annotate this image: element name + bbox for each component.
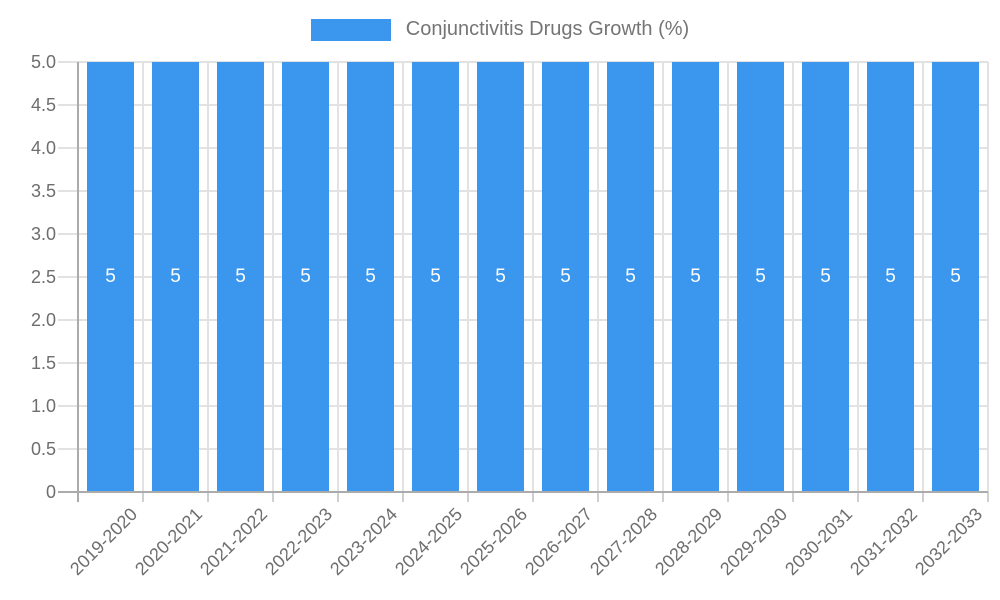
chart-legend[interactable]: Conjunctivitis Drugs Growth (%) (0, 18, 1000, 41)
x-axis-tickmark (142, 492, 144, 502)
x-axis-tickmark (987, 492, 989, 502)
legend-swatch (310, 18, 391, 41)
x-axis-tickmark (922, 492, 924, 502)
x-gridline (467, 62, 469, 492)
bar-2028-2029[interactable]: 5 (672, 62, 719, 492)
bar-2031-2032[interactable]: 5 (867, 62, 914, 492)
x-axis-line (58, 491, 988, 493)
bar-value-label: 5 (430, 266, 441, 287)
x-gridline (727, 62, 729, 492)
bar-value-label: 5 (365, 266, 376, 287)
bar-2024-2025[interactable]: 5 (412, 62, 459, 492)
x-axis-tickmark (402, 492, 404, 502)
bar-2029-2030[interactable]: 5 (737, 62, 784, 492)
x-axis-tickmark (857, 492, 859, 502)
bar-value-label: 5 (690, 266, 701, 287)
bar-value-label: 5 (235, 266, 246, 287)
x-axis-tickmark (727, 492, 729, 502)
bar-value-label: 5 (560, 266, 571, 287)
y-axis-tick-label: 5.0 (30, 52, 56, 72)
y-axis-tick-label: 3.0 (30, 224, 56, 244)
bar-value-label: 5 (755, 266, 766, 287)
bar-2030-2031[interactable]: 5 (802, 62, 849, 492)
bar-value-label: 5 (950, 266, 961, 287)
x-gridline (207, 62, 209, 492)
bar-value-label: 5 (625, 266, 636, 287)
bar-2026-2027[interactable]: 5 (542, 62, 589, 492)
x-gridline (597, 62, 599, 492)
y-axis-tick-label: 4.0 (30, 138, 56, 158)
bar-2032-2033[interactable]: 5 (932, 62, 979, 492)
y-axis-tick-label: 1.0 (30, 396, 56, 416)
x-axis-tickmark (597, 492, 599, 502)
x-gridline (792, 62, 794, 492)
bar-2022-2023[interactable]: 5 (282, 62, 329, 492)
y-axis-line (77, 62, 79, 502)
y-axis-tick-label: 0 (45, 482, 56, 502)
bar-value-label: 5 (885, 266, 896, 287)
bar-2025-2026[interactable]: 5 (477, 62, 524, 492)
x-gridline (272, 62, 274, 492)
x-gridline (142, 62, 144, 492)
x-axis-tickmark (792, 492, 794, 502)
x-gridline (337, 62, 339, 492)
x-axis-tickmark (662, 492, 664, 502)
x-gridline (987, 62, 989, 492)
y-axis-tick-label: 1.5 (30, 353, 56, 373)
bar-value-label: 5 (300, 266, 311, 287)
bar-2027-2028[interactable]: 5 (607, 62, 654, 492)
bar-value-label: 5 (170, 266, 181, 287)
x-axis-tickmark (207, 492, 209, 502)
x-gridline (662, 62, 664, 492)
y-axis-tick-label: 2.5 (30, 267, 56, 287)
x-gridline (402, 62, 404, 492)
bar-value-label: 5 (495, 266, 506, 287)
x-axis-tickmark (272, 492, 274, 502)
bar-2020-2021[interactable]: 5 (152, 62, 199, 492)
bar-value-label: 5 (820, 266, 831, 287)
y-axis-tick-label: 4.5 (30, 95, 56, 115)
x-gridline (857, 62, 859, 492)
bar-2021-2022[interactable]: 5 (217, 62, 264, 492)
y-axis-tick-label: 0.5 (30, 439, 56, 459)
y-axis-tick-label: 3.5 (30, 181, 56, 201)
x-axis-tickmark (467, 492, 469, 502)
bar-2023-2024[interactable]: 5 (347, 62, 394, 492)
y-axis-tick-label: 2.0 (30, 310, 56, 330)
x-axis-category-label: 2032-2033 (910, 504, 986, 580)
x-axis-tickmark (337, 492, 339, 502)
legend-label: Conjunctivitis Drugs Growth (%) (405, 18, 690, 40)
x-gridline (922, 62, 924, 492)
x-gridline (532, 62, 534, 492)
bar-2019-2020[interactable]: 5 (87, 62, 134, 492)
bar-value-label: 5 (105, 266, 116, 287)
x-axis-tickmark (532, 492, 534, 502)
